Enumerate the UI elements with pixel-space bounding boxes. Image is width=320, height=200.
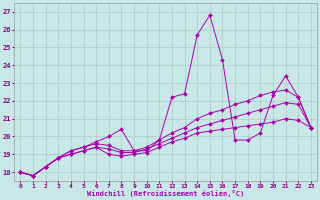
X-axis label: Windchill (Refroidissement éolien,°C): Windchill (Refroidissement éolien,°C) [87, 190, 244, 197]
